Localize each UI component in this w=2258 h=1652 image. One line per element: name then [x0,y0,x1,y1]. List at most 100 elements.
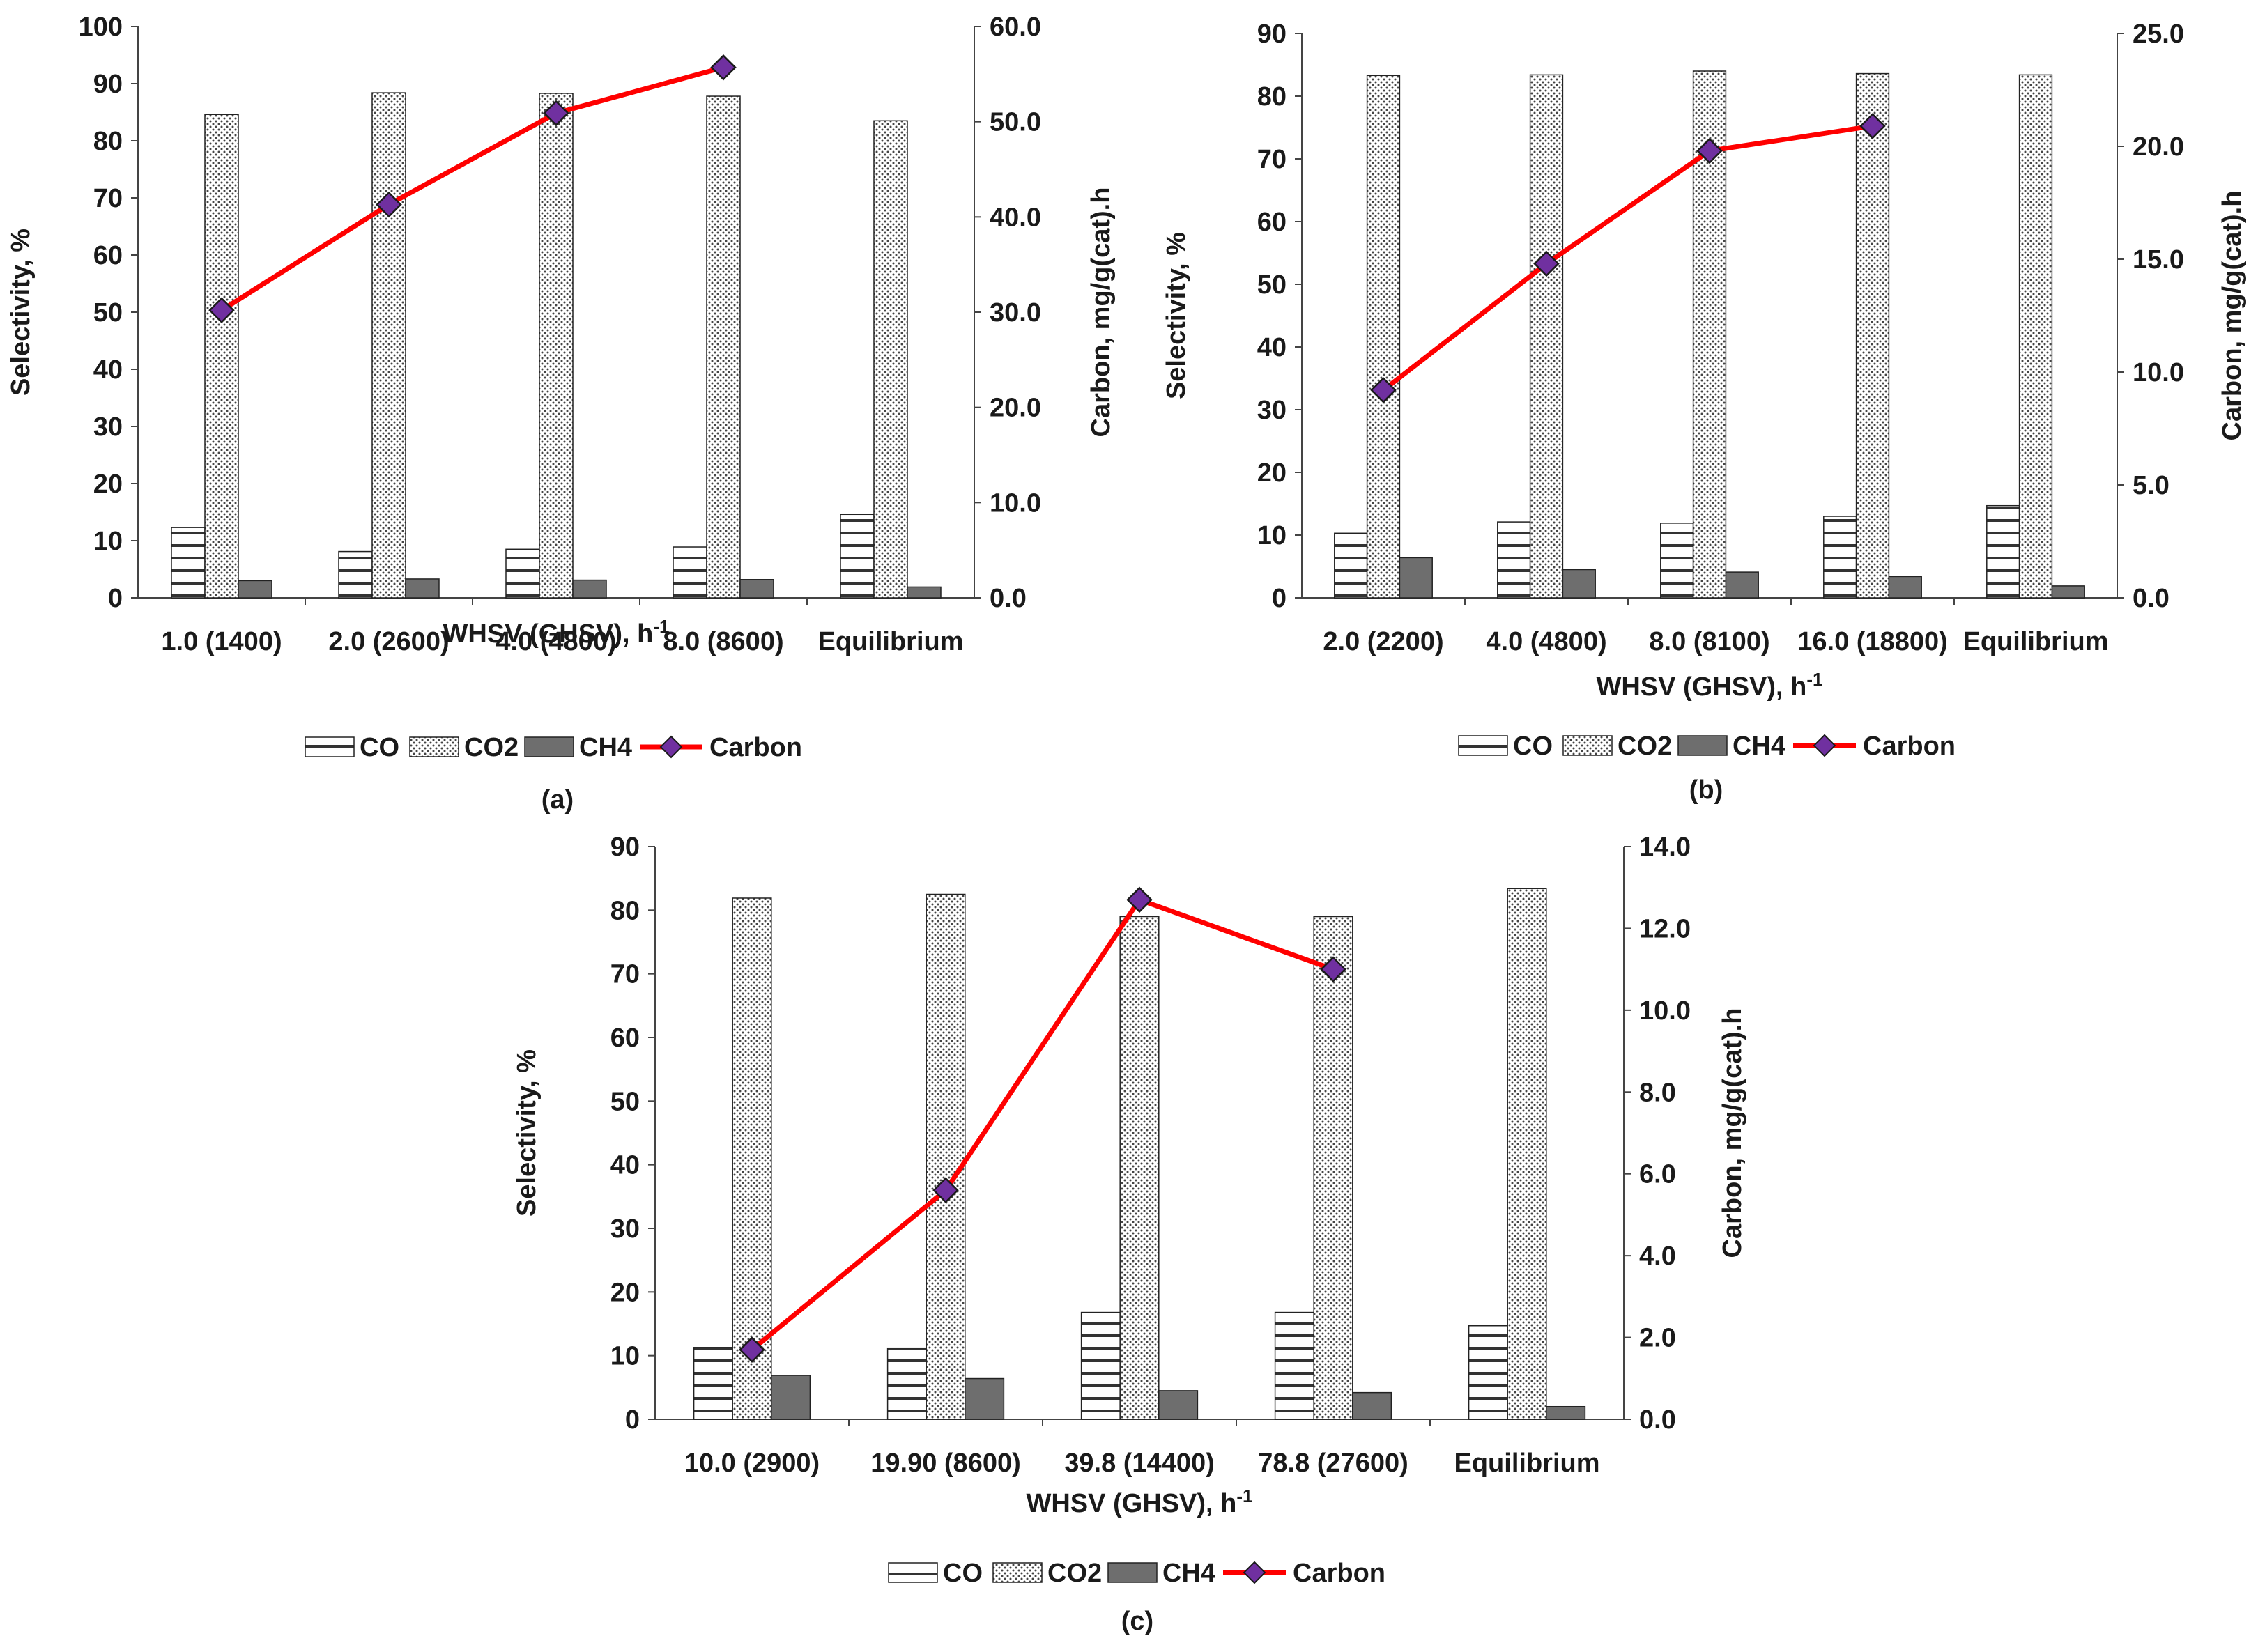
co2-bar [873,120,908,599]
ch4-bar [907,586,942,599]
legend-swatch-ch4 [524,736,574,757]
x-axis-title: WHSV (GHSV), h-1 [1596,669,1822,702]
y-tick-label: 30 [93,412,123,442]
ch4-bar [1399,557,1433,599]
legend-label-ch4: CH4 [1733,732,1785,761]
x-tick-label: 8.0 (8600) [663,627,783,656]
legend-swatch-co [305,736,355,757]
y-tick-label: 50 [610,1087,640,1116]
y-axis-title: Selectivity, % [1162,232,1191,399]
legend-label-co2: CO2 [1047,1559,1102,1588]
y-tick-label: 70 [1257,145,1287,174]
x-tick-label: 78.8 (27600) [1258,1449,1408,1478]
legend-swatch-carbon-marker [1243,1561,1266,1584]
co-bar [840,514,875,599]
legend-swatch-carbon-marker [1813,734,1836,757]
x-axis-title: WHSV (GHSV), h-1 [1026,1485,1252,1518]
carbon-line [1381,123,1873,392]
y-tick-label: 70 [610,960,640,989]
x-axis-title-text: WHSV (GHSV), h [1596,672,1806,702]
y-tick-label: 60 [1257,208,1287,237]
ch4-bar [1562,569,1596,599]
co-bar [886,1347,927,1420]
y-tick-label: 70 [93,184,123,213]
legend-label-carbon: Carbon [709,733,802,762]
y-axis-title: Selectivity, % [512,1049,542,1217]
legend-swatch-ch4 [1107,1562,1158,1583]
x-axis-title-text: WHSV (GHSV), h [443,619,653,649]
y-tick-label: 30 [610,1214,640,1244]
y-tick-label: 20 [93,470,123,499]
y-tick-label: 80 [610,896,640,925]
y2-tick-label: 20.0 [2133,132,2184,162]
carbon-line [750,897,1335,1352]
ch4-bar [2051,585,2085,599]
y2-tick-label: 10.0 [990,488,1041,518]
x-tick-label: Equilibrium [1454,1449,1600,1478]
x-axis-title-superscript: -1 [1806,669,1822,690]
x-axis-title-text: WHSV (GHSV), h [1026,1489,1236,1518]
y-axis-title: Selectivity, % [6,229,36,396]
carbon-line [220,65,724,313]
x-axis-title-superscript: -1 [653,616,669,637]
y-tick-label: 10 [93,527,123,556]
x-tick-label: 19.90 (8600) [870,1449,1021,1478]
co-bar [338,550,373,599]
co2-bar [1366,75,1401,599]
y-tick-label: 50 [93,298,123,327]
carbon-marker [543,100,569,127]
y-tick-label: 90 [1257,20,1287,49]
carbon-marker [1533,250,1560,277]
co2-bar [1313,916,1353,1420]
carbon-marker [739,1336,765,1363]
x-tick-label: 8.0 (8100) [1649,627,1769,656]
x-tick-label: 2.0 (2200) [1323,627,1443,656]
ch4-bar [1725,571,1759,599]
co-bar [693,1347,733,1420]
ch4-bar [739,579,774,599]
legend-label-co: CO [1513,732,1553,761]
y2-tick-label: 60.0 [990,13,1041,42]
x-tick-label: 16.0 (18800) [1797,627,1948,656]
ch4-bar [771,1375,811,1420]
y-tick-label: 0 [1272,584,1287,613]
x-axis-title-superscript: -1 [1236,1485,1252,1506]
co2-bar [539,93,574,599]
ch4-bar [1158,1390,1199,1420]
legend-swatch-co [888,1562,938,1583]
legend-swatch-co2 [1562,735,1613,756]
y-tick-label: 20 [1257,458,1287,488]
carbon-marker [376,191,402,218]
carbon-marker [1859,113,1886,139]
carbon-marker [1696,137,1723,164]
legend-swatch-co2 [409,736,459,757]
y-tick-label: 0 [625,1405,640,1435]
legend-label-co2: CO2 [464,733,519,762]
legend-label-carbon: Carbon [1863,732,1956,761]
y-tick-label: 90 [93,70,123,99]
x-tick-label: Equilibrium [818,627,964,656]
co-bar [1823,516,1857,599]
y-tick-label: 10 [1257,521,1287,550]
y2-axis-title: Carbon, mg/g(cat).h [1086,187,1116,438]
y2-tick-label: 5.0 [2133,471,2169,500]
y2-tick-label: 0.0 [2133,584,2169,613]
x-tick-label: 39.8 (14400) [1064,1449,1215,1478]
x-tick-label: 4.0 (4800) [1486,627,1606,656]
y2-tick-label: 50.0 [990,108,1041,137]
y-tick-label: 60 [93,241,123,270]
co-bar [1497,521,1531,599]
y2-tick-label: 40.0 [990,203,1041,232]
co-bar [1660,523,1694,599]
ch4-bar [1546,1405,1586,1420]
co-bar [1080,1311,1121,1420]
carbon-marker [1370,377,1397,403]
y-tick-label: 80 [1257,82,1287,111]
legend: CO CO2 CH4 Carbon [888,1559,1385,1588]
ch4-bar [965,1377,1005,1420]
co-bar [1334,532,1368,599]
panel-label: (c) [1121,1607,1153,1636]
y-tick-label: 90 [610,833,640,862]
carbon-marker [1320,956,1346,982]
